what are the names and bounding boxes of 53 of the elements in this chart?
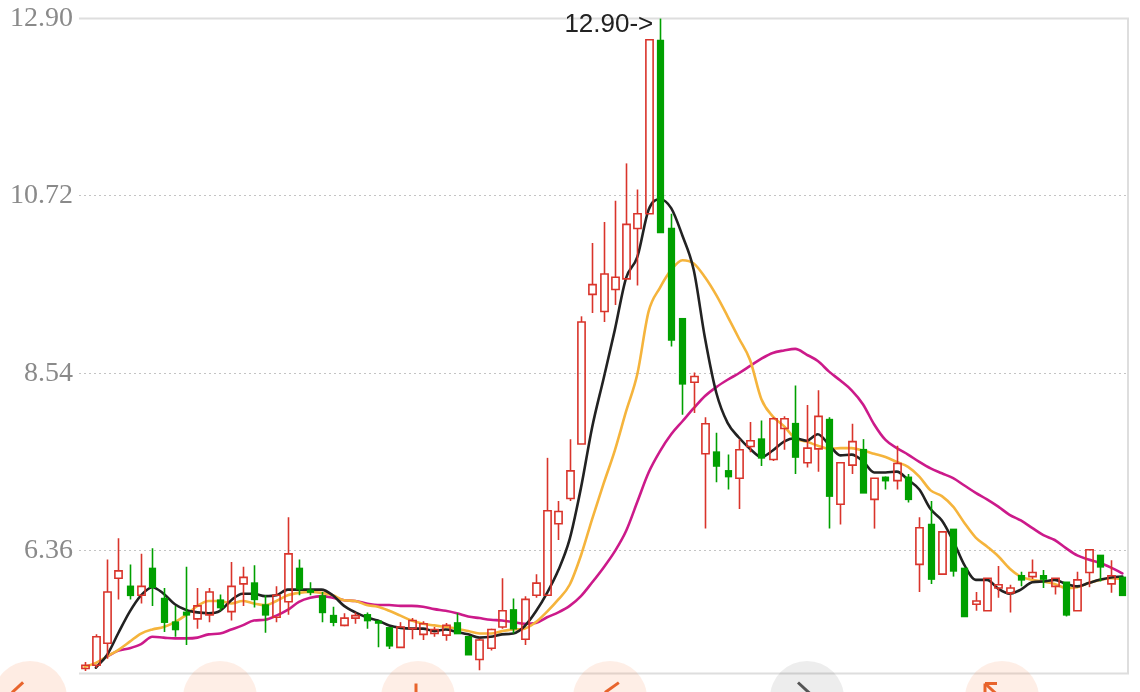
- candlestick: [137, 553, 146, 605]
- candlestick: [114, 537, 123, 601]
- candlestick: [667, 213, 676, 348]
- candlestick: [566, 438, 575, 502]
- candlestick: [712, 431, 721, 484]
- candlestick: [825, 416, 834, 530]
- candlestick: [836, 461, 845, 526]
- y-tick-label: 8.54: [24, 355, 73, 387]
- y-tick-label: 12.90: [10, 0, 73, 32]
- candlestick: [746, 421, 755, 453]
- candlestick: [724, 453, 733, 491]
- candlestick: [126, 563, 135, 601]
- candlestick: [498, 577, 507, 630]
- candlestick: [927, 500, 936, 585]
- candlestick: [791, 384, 800, 475]
- candlestick: [160, 587, 169, 633]
- candlestick: [227, 561, 236, 622]
- candlestick: [757, 419, 766, 467]
- candlestick: [1107, 559, 1116, 594]
- candlestick: [543, 457, 552, 597]
- candlestick: [103, 558, 112, 660]
- y-tick-label: 10.72: [10, 178, 73, 210]
- candlestick: [994, 565, 1003, 599]
- candlestick: [915, 516, 924, 593]
- candlestick: [633, 188, 642, 287]
- candlestick: [780, 415, 789, 451]
- candlestick: [374, 620, 383, 649]
- candlestick: [261, 594, 270, 634]
- candlestick: [171, 605, 180, 638]
- candlestick: [284, 516, 293, 616]
- candlestick: [1006, 583, 1015, 614]
- candlestick: [870, 477, 879, 530]
- candlestick: [678, 317, 687, 416]
- candlestick: [554, 500, 563, 541]
- candlestick: [701, 416, 710, 530]
- candlestick: [611, 200, 620, 306]
- candlestick: [193, 587, 202, 630]
- candlestick: [600, 221, 609, 323]
- candlestick: [588, 242, 597, 314]
- candlestick: [250, 564, 259, 609]
- candlestick: [848, 422, 857, 475]
- candlestick: [148, 547, 157, 607]
- candlestick: [182, 566, 191, 646]
- candlestick: [690, 371, 699, 414]
- y-tick-label: 6.36: [24, 532, 73, 564]
- candlestick: [735, 438, 744, 510]
- annotation: 12.90->: [564, 7, 654, 38]
- candlestick: [656, 17, 665, 234]
- candlestick: [893, 444, 902, 491]
- candlestick: [803, 404, 812, 469]
- candlestick: [622, 162, 631, 280]
- candlestick: [814, 389, 823, 473]
- candlestick: [239, 566, 248, 607]
